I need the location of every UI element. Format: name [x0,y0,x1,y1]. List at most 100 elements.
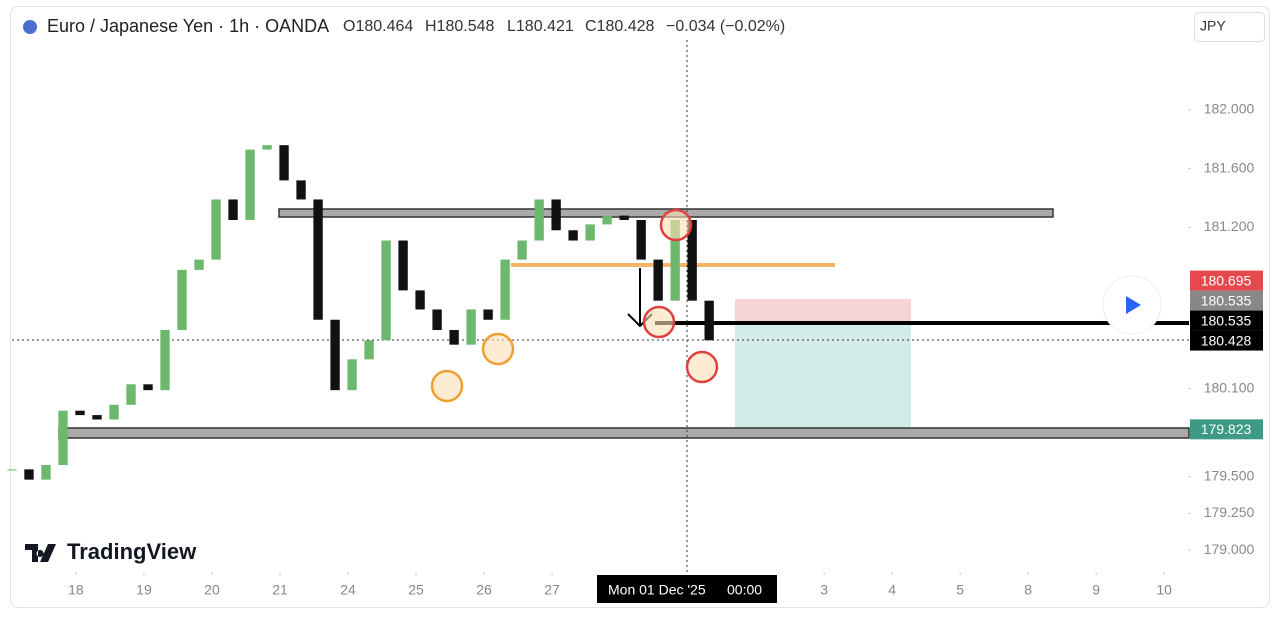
candle [279,145,289,181]
circle [430,369,464,403]
price-label-box [1190,330,1263,351]
candle [160,330,170,391]
price-label-box [1190,419,1263,440]
currency-box[interactable] [1194,12,1265,42]
candle [228,199,238,220]
currency: JPY [1200,18,1226,34]
logo-icon [25,544,56,562]
x-tick-label: 27 [544,582,560,598]
crosshair-time-box [597,575,777,603]
stop-zone [735,299,911,323]
candle [415,290,425,310]
candle [313,199,323,320]
candle [177,269,187,331]
candle [534,199,544,241]
candle [58,410,68,465]
ohlc: O180.464 [343,18,413,35]
circle [642,305,676,339]
candle [670,219,680,301]
y-tick-label: 179.500 [1204,467,1255,483]
x-tick-label: 8 [1024,582,1032,598]
candle [143,384,153,391]
candle [41,464,51,480]
x-tick-label: 19 [136,582,152,598]
axes: 182.000 181.600 181.200 180.100 179.500 179.2… [68,101,1263,598]
candle [585,224,595,241]
candle [704,300,714,341]
candle [602,215,612,225]
candle [92,415,102,420]
logo: TradingView [67,539,197,564]
x-tick-label: 5 [956,582,964,598]
price-label-box [1190,310,1263,331]
chart-title: Euro / Japanese Yen · 1h · OANDA [47,16,329,36]
candle [75,410,85,416]
support-box [58,427,1190,439]
x-tick-label: 18 [68,582,84,598]
candle [432,309,442,331]
candle [245,149,255,220]
x-tick-label: 10 [1156,582,1172,598]
x-tick-label: 3 [820,582,828,598]
x-tick-label: 26 [476,582,492,598]
candle [330,319,340,391]
candle [126,384,136,405]
ohlc: C180.428 [585,18,654,35]
candles [7,145,714,480]
candle [500,259,510,320]
candle [262,145,272,150]
candle [398,240,408,291]
price-label: 180.535 [1201,292,1252,308]
x-tick-label: 25 [408,582,424,598]
candle [687,219,697,301]
y-tick-label: 180.100 [1204,379,1255,395]
target-zone [735,323,911,428]
y-tick-label: 181.600 [1204,159,1255,175]
candle [194,259,204,270]
x-tick-label: 4 [888,582,896,598]
x-tick-label: 20 [204,582,220,598]
candle [7,469,17,471]
candle [653,259,663,301]
circle [481,332,515,366]
candle [466,309,476,345]
crosshair-time: 00:00 [727,582,762,598]
y-tick-label: 181.200 [1204,218,1255,234]
price-label-box [1190,270,1263,291]
candle [211,199,221,260]
candle [347,359,357,391]
candle [568,230,578,241]
circles [430,208,719,403]
candle [449,330,459,345]
y-tick-label: 179.250 [1204,504,1255,520]
candle [483,309,493,320]
candle [517,240,527,260]
price-label: 179.823 [1201,421,1252,437]
x-tick-label: 9 [1092,582,1100,598]
candle [636,219,646,260]
candle [381,240,391,341]
price-label: 180.535 [1201,312,1252,328]
candle [619,215,629,220]
symbol-icon [23,20,37,34]
circle [685,350,719,384]
candle [551,199,561,231]
y-tick-label: 179.000 [1204,541,1255,557]
x-tick-label: 21 [272,582,288,598]
x-tick-label: 24 [340,582,356,598]
change: −0.034 (−0.02%) [666,18,785,35]
candle [364,340,374,360]
price-label: 180.428 [1201,332,1252,348]
price-label-box [1190,290,1263,311]
ohlc: H180.548 [425,18,494,35]
y-tick-label: 182.000 [1204,101,1255,117]
price-label: 180.695 [1201,272,1252,288]
circle [659,208,693,242]
ohlc: L180.421 [507,18,574,35]
candle [296,180,306,200]
crosshair-date: Mon 01 Dec '25 [608,582,706,598]
candle [109,404,119,420]
candle [24,469,34,480]
play-icon [1126,296,1141,314]
